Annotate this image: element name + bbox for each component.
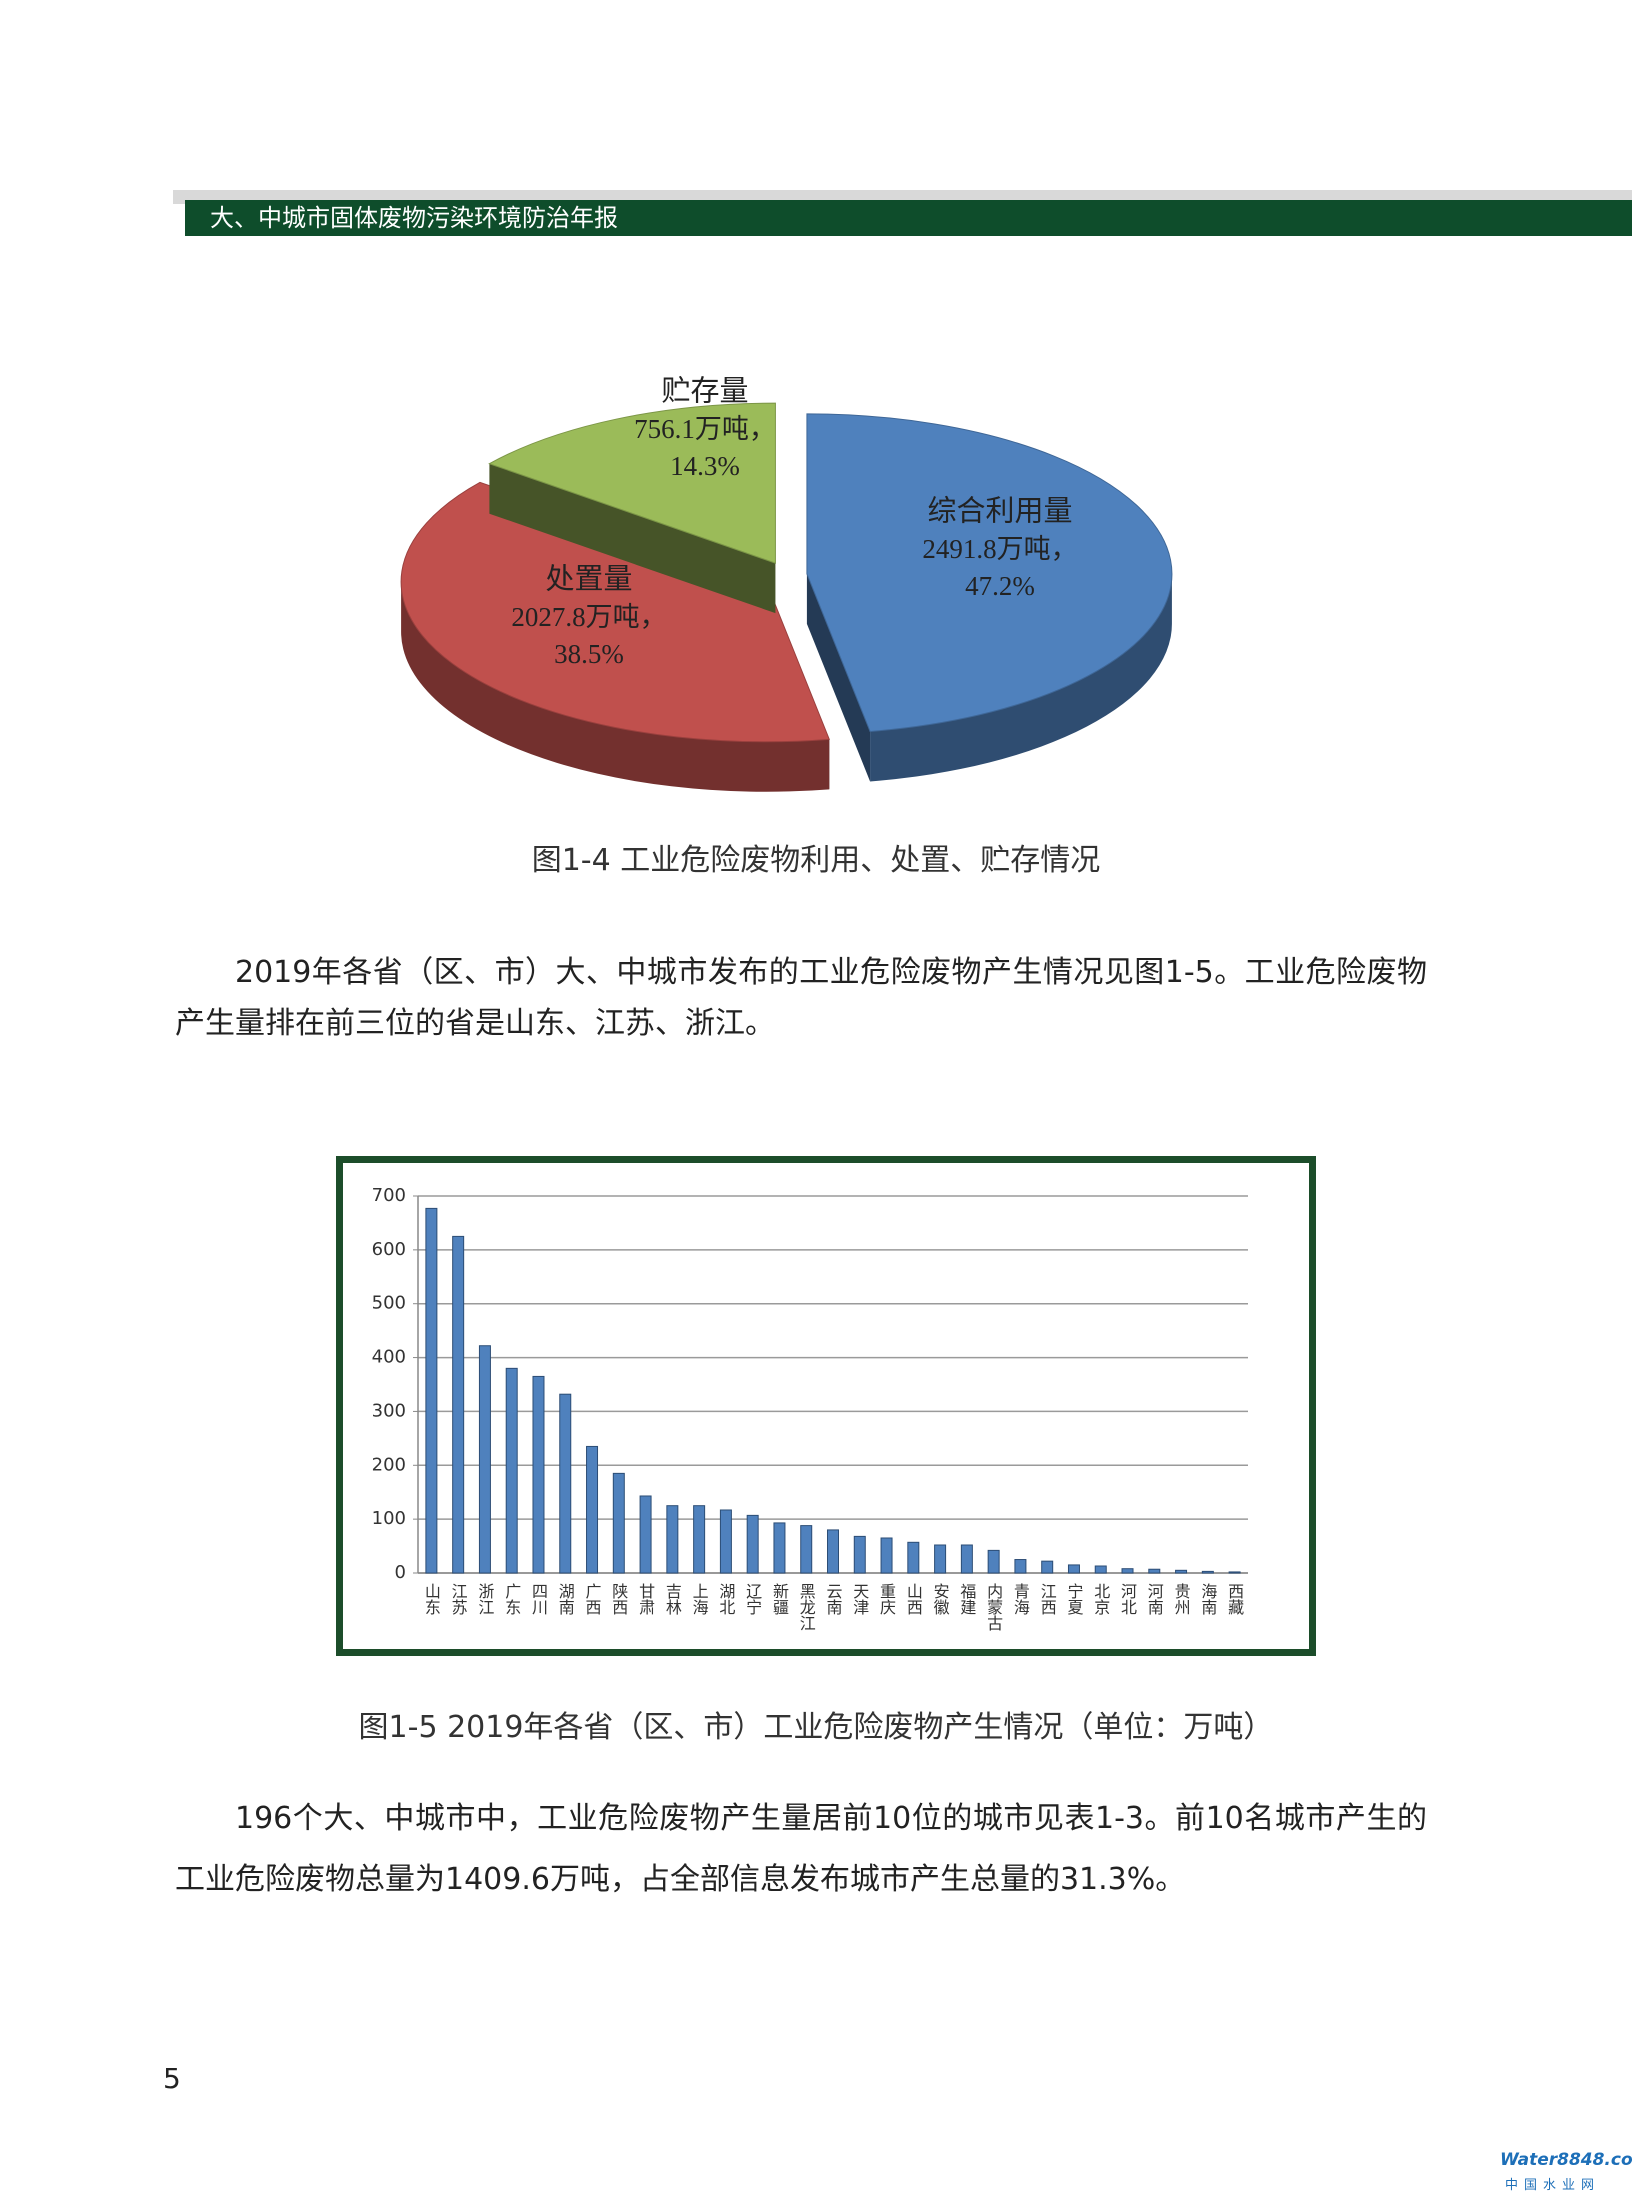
bar bbox=[1067, 1564, 1080, 1574]
bar bbox=[478, 1345, 491, 1574]
x-tick-label: 辽宁 bbox=[743, 1583, 762, 1615]
x-tick-label: 河北 bbox=[1118, 1583, 1137, 1615]
bar bbox=[1014, 1559, 1027, 1574]
bar bbox=[987, 1549, 1000, 1574]
slice-label: 综合利用量 bbox=[927, 495, 1072, 528]
x-tick-label: 四川 bbox=[529, 1583, 548, 1615]
bar bbox=[719, 1509, 732, 1574]
slice-side bbox=[401, 581, 830, 792]
bar bbox=[1094, 1565, 1107, 1574]
x-tick-label: 河南 bbox=[1145, 1583, 1164, 1615]
paragraph: 196个大、中城市中，工业危险废物产生量居前10位的城市见表1-3。前10名城市… bbox=[175, 1801, 1427, 1897]
slice bbox=[400, 481, 830, 743]
y-tick-label: 500 bbox=[372, 1293, 406, 1314]
bar bbox=[612, 1472, 625, 1574]
bar bbox=[880, 1537, 893, 1574]
x-tick-label: 海南 bbox=[1198, 1583, 1217, 1615]
slice-label: 贮存量 bbox=[661, 375, 748, 408]
x-tick-label: 上海 bbox=[690, 1583, 709, 1615]
caption: 图1-5 2019年各省（区、市）工业危险废物产生情况（单位：万吨） bbox=[358, 1710, 1274, 1745]
bar bbox=[1201, 1570, 1214, 1574]
x-tick-label: 新疆 bbox=[770, 1583, 789, 1615]
header-title: 大、中城市固体废物污染环境防治年报 bbox=[210, 204, 618, 232]
header-bar bbox=[185, 200, 1632, 236]
y-tick-label: 600 bbox=[372, 1239, 406, 1260]
value-label: 2027.8万吨， bbox=[511, 602, 666, 632]
bar bbox=[746, 1514, 759, 1574]
x-tick-label: 陕西 bbox=[609, 1583, 628, 1615]
y-tick-label: 100 bbox=[372, 1508, 406, 1529]
page-number: 5 bbox=[163, 2062, 181, 2095]
bar bbox=[452, 1235, 465, 1574]
x-tick-label: 吉林 bbox=[663, 1583, 682, 1615]
slice-label: 处置量 bbox=[545, 563, 632, 596]
bar bbox=[693, 1505, 706, 1574]
x-tick-label: 宁夏 bbox=[1064, 1583, 1083, 1615]
percent-label: 38.5% bbox=[554, 639, 624, 669]
y-tick-label: 400 bbox=[372, 1347, 406, 1368]
slice-side bbox=[870, 573, 1172, 782]
chart-frame bbox=[336, 1156, 1316, 1656]
x-tick-label: 天津 bbox=[850, 1583, 869, 1615]
x-tick-label: 福建 bbox=[957, 1583, 976, 1615]
slice-face bbox=[489, 463, 776, 614]
caption: 图1-4 工业危险废物利用、处置、贮存情况 bbox=[531, 843, 1101, 878]
x-tick-label: 北京 bbox=[1091, 1583, 1110, 1616]
value-label: 2491.8万吨， bbox=[922, 534, 1077, 564]
bar bbox=[559, 1393, 572, 1574]
value-label: 756.1万吨， bbox=[634, 414, 776, 444]
bar bbox=[639, 1495, 652, 1574]
bar bbox=[1041, 1560, 1054, 1574]
bar bbox=[1175, 1569, 1188, 1574]
x-tick-label: 湖南 bbox=[556, 1583, 575, 1615]
bar bbox=[1121, 1568, 1134, 1574]
bar bbox=[960, 1544, 973, 1574]
bar bbox=[666, 1505, 679, 1574]
x-tick-label: 山西 bbox=[904, 1583, 923, 1615]
bar bbox=[907, 1541, 920, 1574]
bar bbox=[586, 1445, 599, 1574]
percent-label: 47.2% bbox=[965, 571, 1035, 601]
watermark-site: 中国水业网 bbox=[1505, 2178, 1601, 2193]
bar bbox=[853, 1535, 866, 1574]
x-tick-label: 江苏 bbox=[449, 1583, 468, 1616]
y-tick-label: 300 bbox=[372, 1400, 406, 1421]
bar bbox=[800, 1525, 813, 1574]
x-tick-label: 湖北 bbox=[716, 1583, 735, 1615]
bar bbox=[505, 1367, 518, 1574]
paragraph: 2019年各省（区、市）大、中城市发布的工业危险废物产生情况见图1-5。工业危险… bbox=[175, 955, 1427, 1041]
bar bbox=[827, 1529, 839, 1574]
x-tick-label: 重庆 bbox=[877, 1583, 896, 1615]
y-tick-label: 700 bbox=[372, 1185, 406, 1206]
watermark-brand: Water8848.com bbox=[1500, 2150, 1632, 2170]
x-tick-label: 广东 bbox=[502, 1583, 521, 1615]
x-tick-label: 青海 bbox=[1011, 1583, 1030, 1615]
x-tick-label: 江西 bbox=[1038, 1583, 1057, 1615]
slice bbox=[806, 413, 1173, 732]
x-tick-label: 黑龙江 bbox=[797, 1583, 816, 1631]
y-tick-label: 0 bbox=[395, 1562, 406, 1583]
slice-face bbox=[806, 573, 871, 782]
x-tick-label: 云南 bbox=[824, 1583, 843, 1615]
x-tick-label: 西藏 bbox=[1225, 1583, 1244, 1616]
x-tick-label: 浙江 bbox=[475, 1583, 494, 1615]
bar bbox=[425, 1207, 438, 1574]
bar bbox=[532, 1375, 545, 1574]
percent-label: 14.3% bbox=[670, 451, 740, 481]
slice bbox=[488, 402, 776, 564]
bar bbox=[773, 1522, 786, 1574]
bar bbox=[934, 1544, 947, 1574]
x-tick-label: 内蒙古 bbox=[984, 1583, 1003, 1631]
bar bbox=[1228, 1571, 1241, 1574]
x-tick-label: 广西 bbox=[583, 1583, 602, 1615]
y-tick-label: 200 bbox=[372, 1454, 406, 1475]
x-tick-label: 甘肃 bbox=[636, 1583, 655, 1615]
x-tick-label: 贵州 bbox=[1172, 1583, 1191, 1615]
x-tick-label: 山东 bbox=[422, 1583, 441, 1615]
bar bbox=[1148, 1568, 1161, 1574]
x-tick-label: 安徽 bbox=[931, 1583, 950, 1615]
